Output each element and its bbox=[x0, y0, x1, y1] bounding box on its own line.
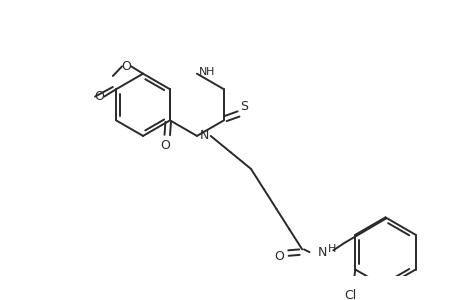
Text: S: S bbox=[240, 100, 247, 113]
Text: N: N bbox=[317, 246, 326, 259]
Text: N: N bbox=[199, 129, 208, 142]
Text: Cl: Cl bbox=[344, 289, 356, 300]
Text: O: O bbox=[121, 60, 131, 73]
Text: H: H bbox=[327, 244, 336, 254]
Text: O: O bbox=[274, 250, 284, 263]
Text: O: O bbox=[95, 90, 104, 103]
Text: N: N bbox=[198, 67, 207, 77]
Text: O: O bbox=[160, 140, 170, 152]
Text: H: H bbox=[206, 67, 214, 77]
